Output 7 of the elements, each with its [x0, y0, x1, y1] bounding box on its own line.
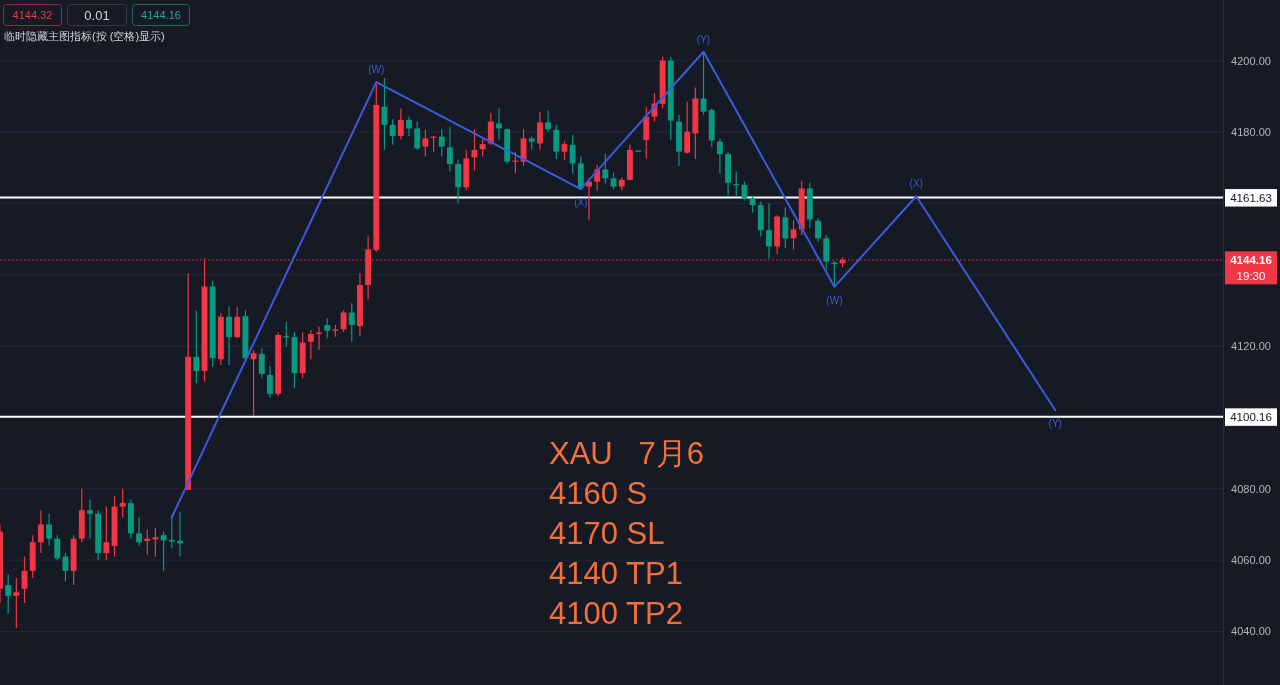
ref-line-label: 4100.16: [1230, 411, 1272, 424]
annotation: 4144.32: [12, 9, 53, 21]
ref-line-label: 4161.63: [1230, 191, 1272, 204]
hint: 临时隐藏主图指标(按 (空格)显示): [4, 30, 165, 42]
annotation: 0.01: [84, 7, 110, 23]
annotation: 4144.16: [141, 9, 181, 21]
title: XAU 7月6: [549, 436, 705, 471]
